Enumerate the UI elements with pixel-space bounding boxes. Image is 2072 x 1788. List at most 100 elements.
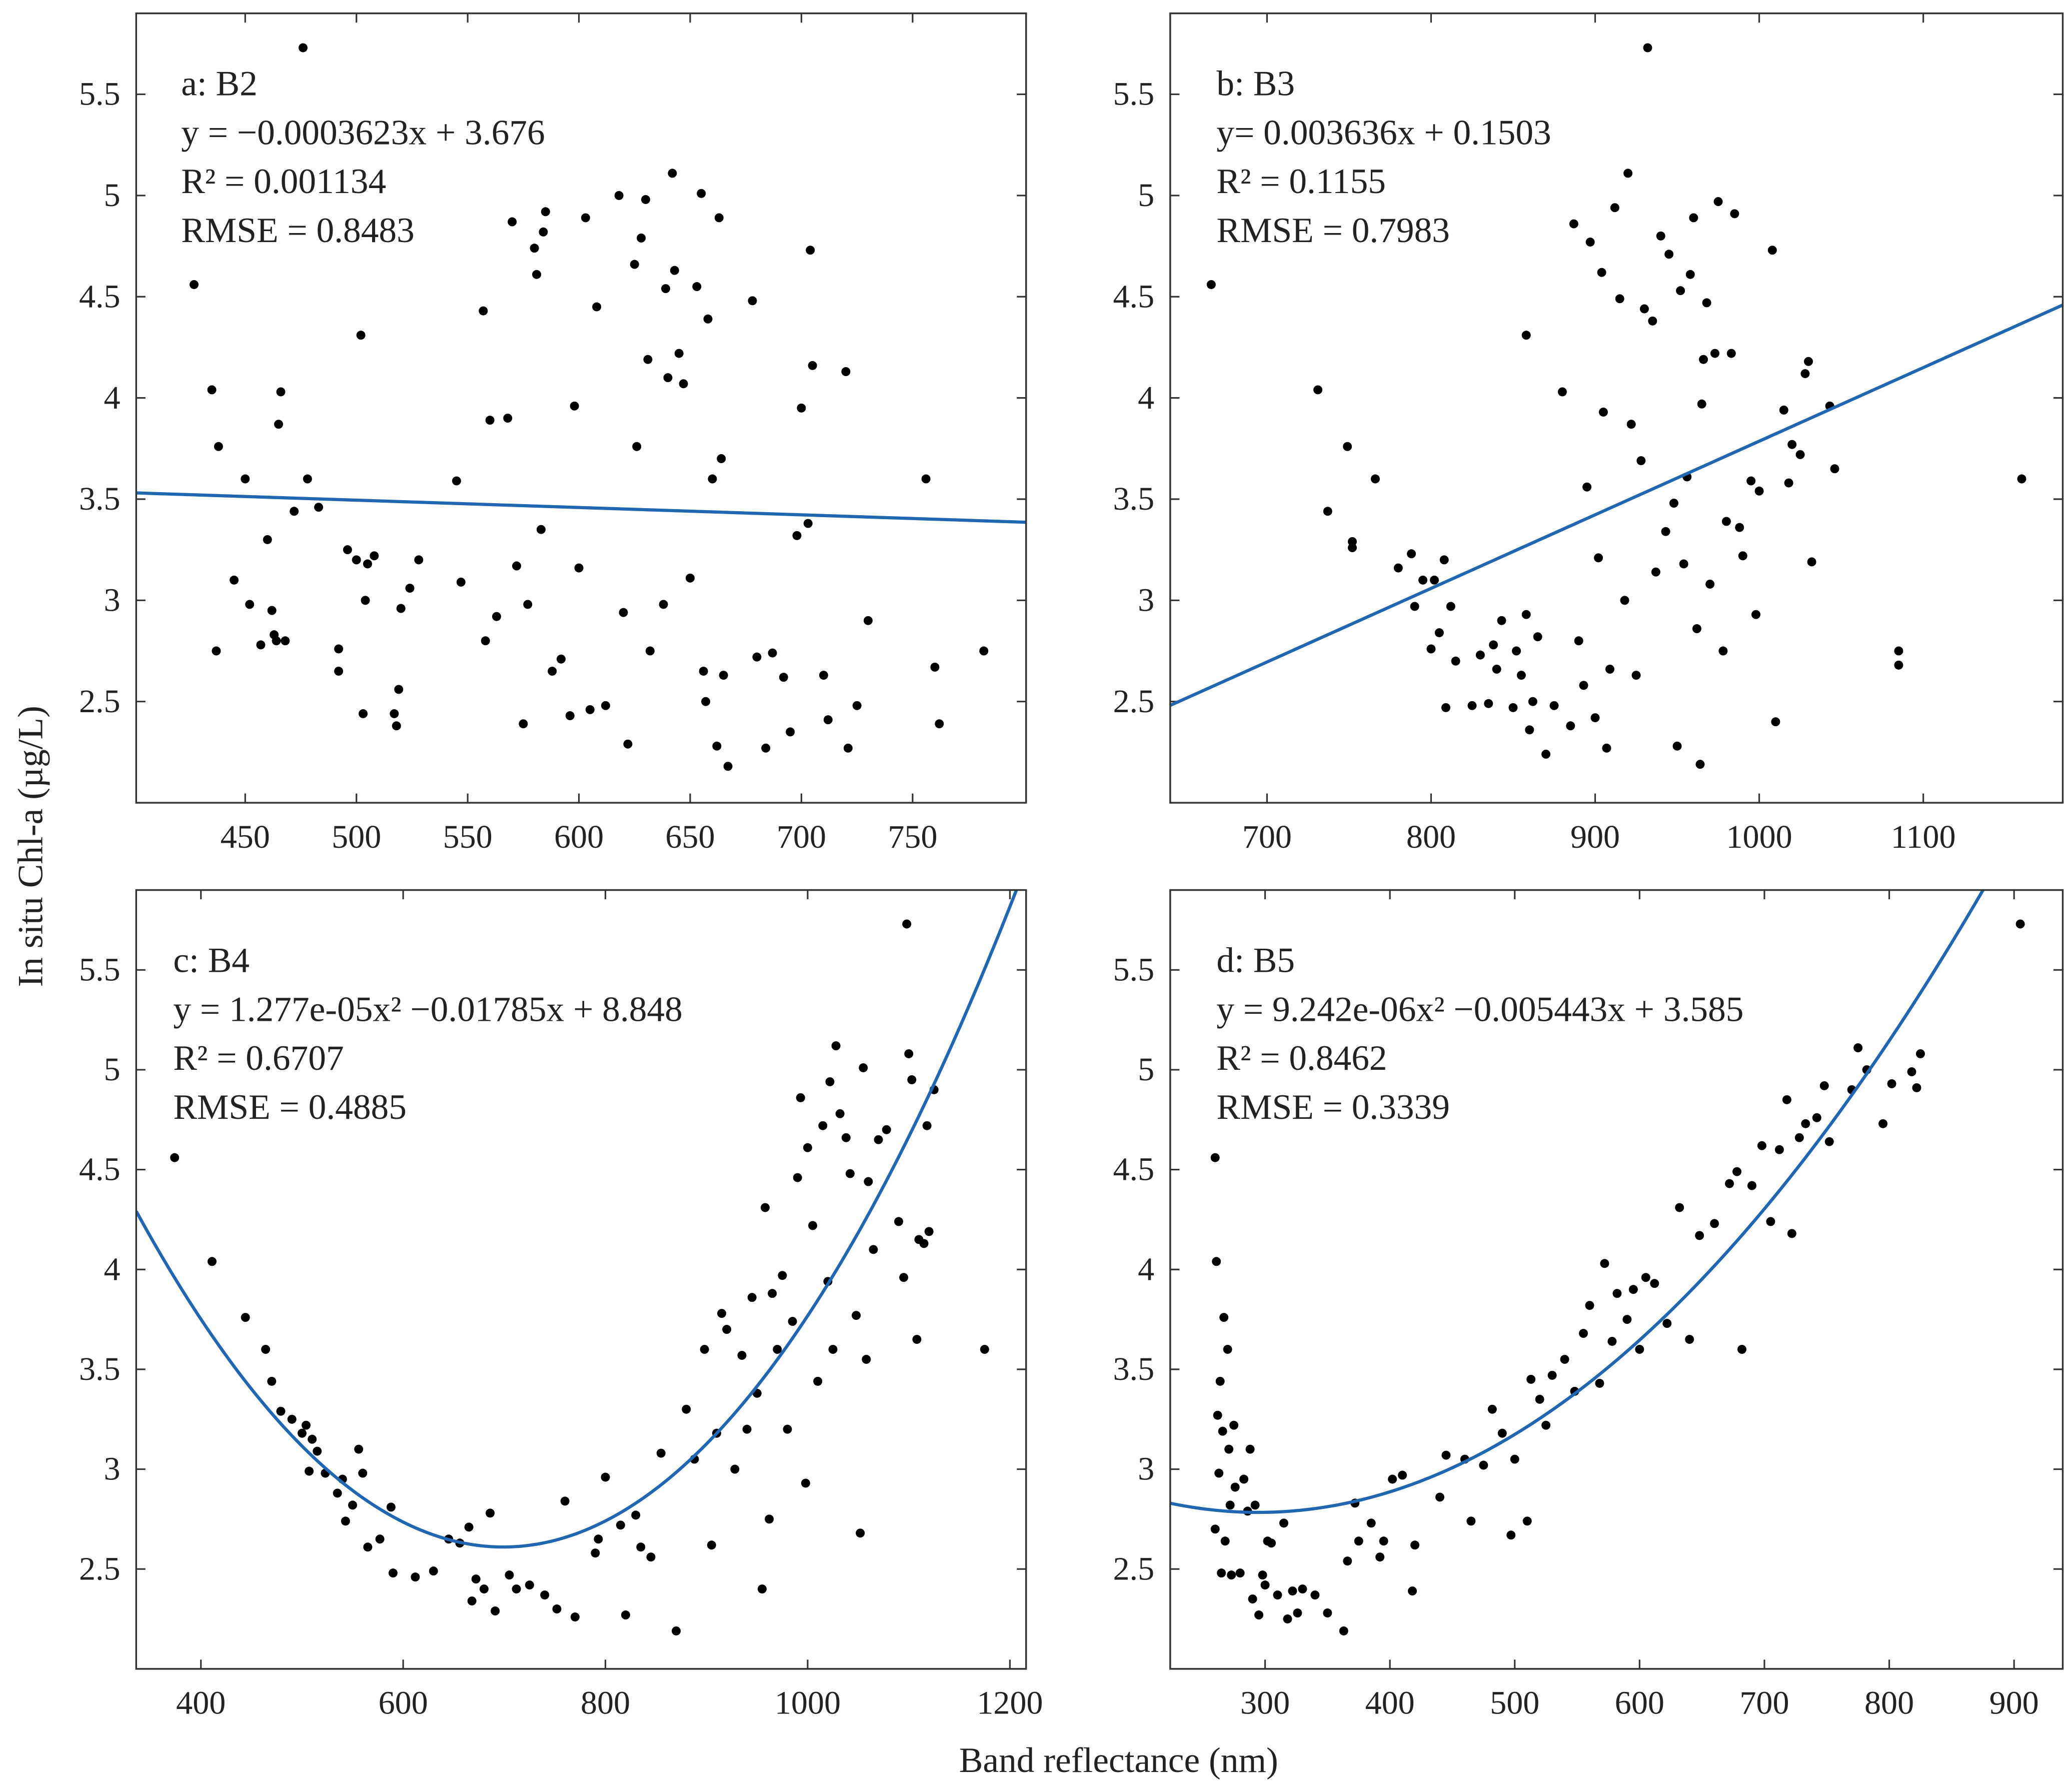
data-point — [765, 1514, 774, 1524]
data-point — [761, 743, 771, 753]
data-point — [548, 667, 557, 676]
data-point — [1590, 713, 1600, 723]
y-tick-label: 4 — [1138, 380, 1154, 416]
data-point — [2017, 474, 2026, 484]
data-point — [1549, 701, 1559, 710]
data-point — [841, 367, 851, 377]
data-point — [456, 577, 466, 587]
data-point — [752, 652, 762, 662]
data-point — [1795, 450, 1805, 459]
data-point — [361, 596, 370, 605]
y-tick-label: 3 — [104, 582, 121, 619]
data-point — [2015, 919, 2025, 929]
y-tick-label: 5.5 — [79, 951, 121, 988]
data-point — [1426, 644, 1436, 654]
annotation: y = 1.277e-05x² −0.01785x + 8.848 — [173, 989, 682, 1029]
data-point — [616, 1520, 625, 1530]
data-point — [267, 1376, 277, 1386]
y-axis-label: In situ Chl-a (µg/L) — [11, 706, 51, 987]
data-point — [1757, 1141, 1766, 1150]
data-point — [1212, 1257, 1221, 1266]
annotation: c: B4 — [173, 940, 250, 980]
data-point — [1737, 1344, 1747, 1354]
fit-line — [136, 491, 1026, 524]
data-point — [297, 1428, 307, 1438]
data-point — [818, 1121, 828, 1130]
y-tick-label: 3 — [1138, 1451, 1154, 1487]
data-point — [924, 1227, 934, 1236]
data-point — [1410, 1540, 1420, 1550]
data-point — [773, 1344, 782, 1354]
data-point — [761, 1203, 770, 1212]
data-point — [525, 1580, 534, 1590]
data-point — [358, 1468, 368, 1478]
data-point — [1615, 294, 1624, 304]
data-point — [1466, 1516, 1476, 1526]
annotation: a: B2 — [181, 64, 258, 104]
data-point — [1656, 231, 1665, 241]
panel: 2.5 3 3.5 4 4.5 5 5.5 300 400 500 600 700 800 900 d: B… — [1113, 889, 2064, 1721]
data-point — [630, 260, 639, 269]
x-tick-label: 600 — [379, 1685, 428, 1721]
annotation: RMSE = 0.7983 — [1216, 211, 1450, 250]
data-point — [841, 1133, 851, 1142]
data-point — [1907, 1067, 1916, 1076]
data-point — [1782, 1095, 1791, 1104]
data-point — [768, 648, 777, 658]
data-point — [1521, 610, 1531, 619]
data-point — [1622, 1315, 1632, 1324]
data-point — [1441, 703, 1450, 712]
data-point — [1878, 1119, 1888, 1128]
data-point — [1597, 268, 1606, 277]
data-point — [768, 1289, 777, 1298]
data-point — [1467, 701, 1477, 710]
data-point — [1348, 537, 1357, 546]
data-point — [1250, 1500, 1260, 1510]
plot-frame — [135, 12, 1027, 804]
annotation: y = −0.0003623x + 3.676 — [181, 113, 545, 152]
x-tick-label: 1000 — [1726, 819, 1792, 855]
data-point — [786, 727, 795, 737]
data-point — [536, 525, 546, 534]
annotation: RMSE = 0.3339 — [1216, 1087, 1450, 1127]
data-point — [637, 233, 646, 243]
y-tick-label: 3 — [104, 1451, 121, 1487]
plot-frame — [1169, 12, 2064, 804]
data-point — [823, 715, 833, 725]
data-point — [241, 474, 250, 484]
data-point — [452, 476, 461, 486]
data-point — [747, 1293, 757, 1302]
data-point — [1366, 1518, 1376, 1528]
data-point — [508, 217, 517, 227]
data-point — [1227, 1570, 1236, 1580]
data-point — [1408, 1586, 1417, 1596]
data-point — [808, 361, 817, 370]
data-point — [1210, 1153, 1220, 1162]
data-point — [722, 1325, 732, 1334]
data-point — [574, 563, 584, 573]
data-point — [276, 387, 286, 397]
y-tick-label: 5.5 — [1113, 76, 1155, 113]
y-tick-label: 3 — [1138, 582, 1154, 619]
data-point — [341, 1516, 350, 1526]
data-point — [619, 608, 628, 617]
data-point — [641, 195, 650, 204]
data-point — [819, 671, 828, 680]
data-point — [396, 604, 406, 613]
data-point — [1210, 1524, 1220, 1534]
data-point — [1641, 1273, 1650, 1282]
data-point — [797, 403, 806, 413]
data-point — [214, 442, 223, 451]
data-point — [287, 1414, 297, 1424]
x-tick-label: 900 — [1570, 819, 1620, 855]
data-point — [813, 1376, 823, 1386]
data-point — [697, 189, 706, 198]
data-point — [670, 266, 679, 275]
data-point — [1794, 1133, 1804, 1142]
data-point — [1506, 1530, 1516, 1540]
data-point — [1224, 1444, 1234, 1454]
data-point — [1370, 474, 1380, 484]
data-point — [1497, 616, 1506, 625]
